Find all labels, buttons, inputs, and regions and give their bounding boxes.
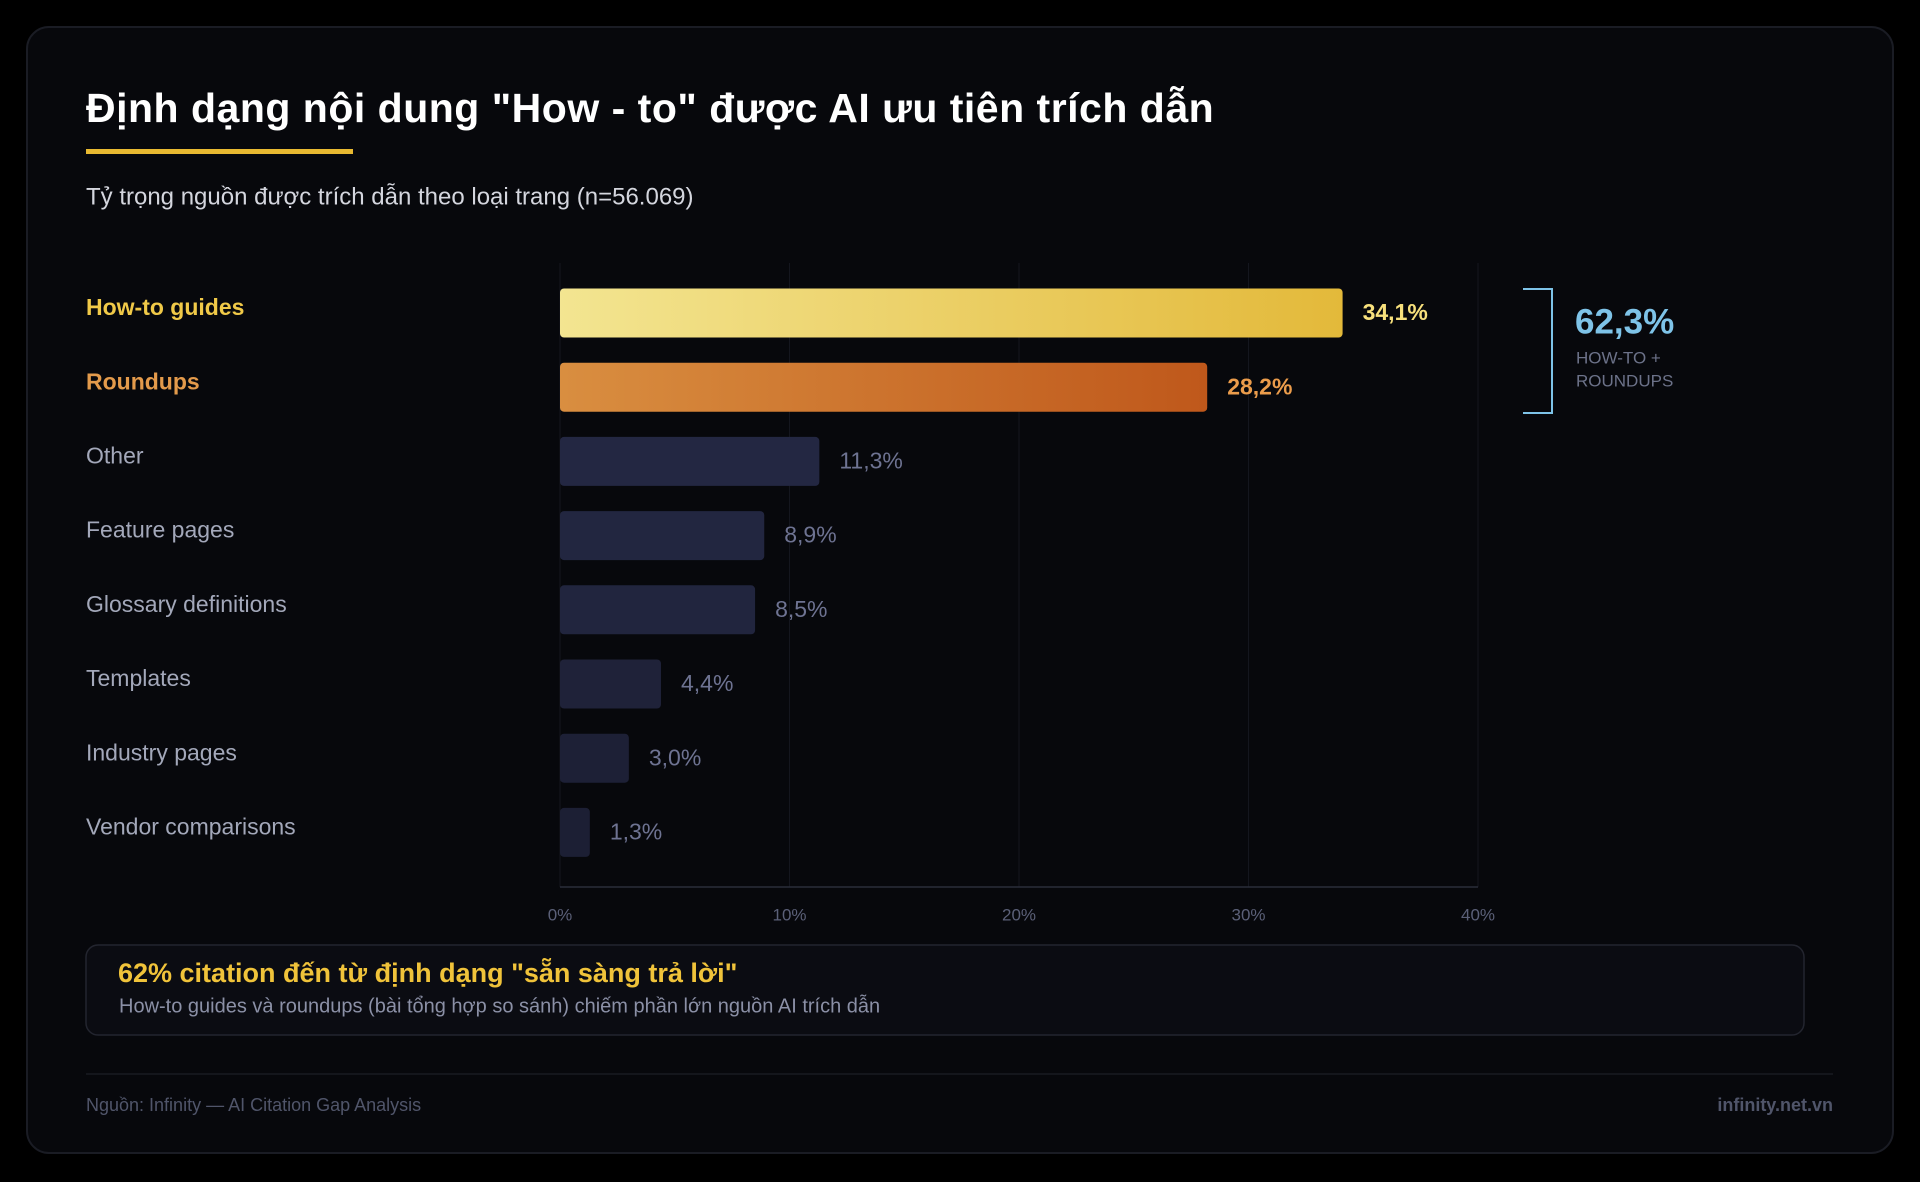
- title-underline: [86, 149, 353, 154]
- x-tick-label: 10%: [772, 905, 806, 924]
- category-label: Roundups: [86, 368, 200, 394]
- value-label: 1,3%: [610, 818, 662, 844]
- bar: [560, 436, 820, 486]
- footer-brand: infinity.net.vn: [1717, 1095, 1833, 1115]
- bar: [560, 807, 590, 857]
- footer-source: Nguồn: Infinity — AI Citation Gap Analys…: [86, 1095, 421, 1115]
- value-label: 4,4%: [681, 670, 733, 696]
- category-label: Other: [86, 442, 144, 468]
- value-label: 3,0%: [649, 744, 701, 770]
- x-tick-label: 0%: [548, 905, 573, 924]
- callout-box: [85, 944, 1805, 1036]
- chart-title: Định dạng nội dung "How - to" được AI ưu…: [86, 85, 1214, 131]
- chart-subtitle: Tỷ trọng nguồn được trích dẫn theo loại …: [86, 183, 694, 210]
- value-label: 28,2%: [1227, 373, 1292, 399]
- x-tick-label: 40%: [1461, 905, 1495, 924]
- bar: [560, 659, 661, 709]
- bar: [560, 288, 1343, 338]
- bar: [560, 585, 756, 635]
- category-label: Glossary definitions: [86, 591, 287, 617]
- bar: [560, 362, 1208, 412]
- callout-title: 62% citation đến từ định dạng "sẵn sàng …: [118, 956, 737, 988]
- category-label: Templates: [86, 665, 191, 691]
- category-label: Feature pages: [86, 517, 234, 543]
- card: [26, 26, 1894, 1154]
- bracket-label: HOW-TO +: [1576, 348, 1661, 367]
- bracket-total: 62,3%: [1575, 302, 1674, 341]
- x-tick-label: 30%: [1231, 905, 1265, 924]
- bracket-label: ROUNDUPS: [1576, 371, 1673, 390]
- category-label: Vendor comparisons: [86, 813, 296, 839]
- x-tick-label: 20%: [1002, 905, 1036, 924]
- bracket: [1523, 288, 1553, 414]
- value-label: 34,1%: [1363, 299, 1428, 325]
- bar: [560, 733, 629, 783]
- bar: [560, 511, 765, 561]
- callout-text: How-to guides và roundups (bài tổng hợp …: [119, 994, 880, 1017]
- value-label: 8,9%: [784, 522, 836, 548]
- value-label: 11,3%: [839, 447, 903, 473]
- category-label: Industry pages: [86, 739, 237, 765]
- category-label: How-to guides: [86, 294, 244, 320]
- value-label: 8,5%: [775, 596, 827, 622]
